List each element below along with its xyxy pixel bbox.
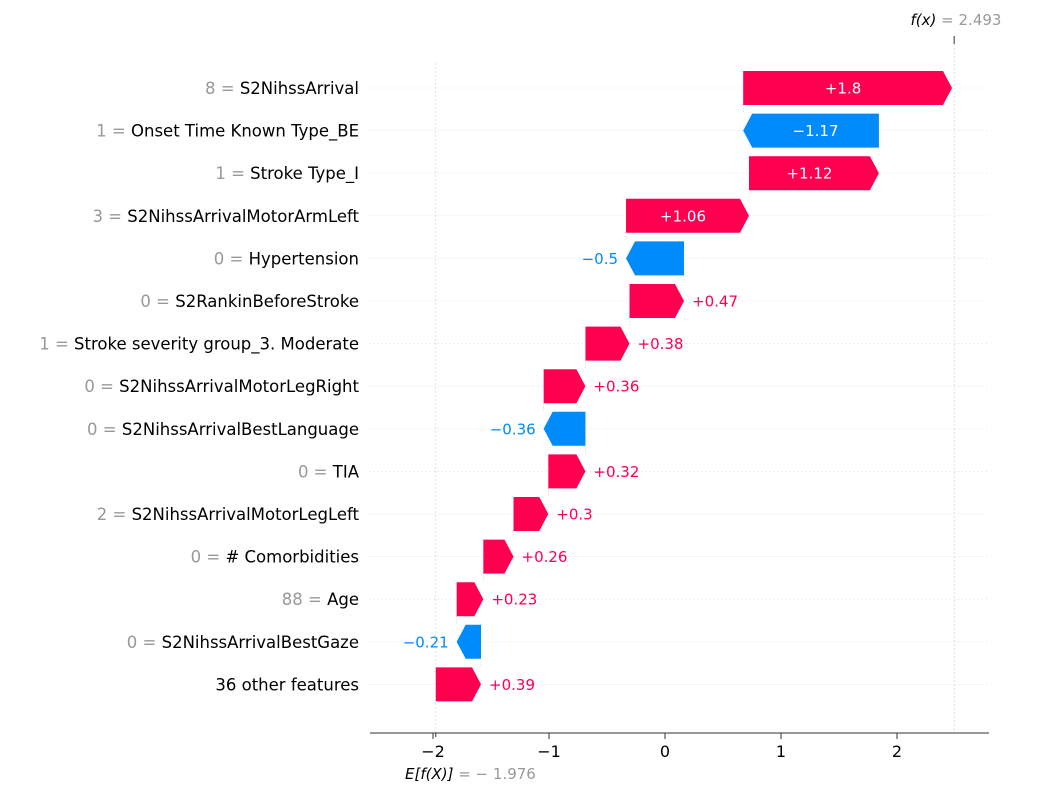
bar — [543, 411, 586, 446]
feature-label: 88 = Age — [282, 590, 359, 609]
feature-name: S2RankinBeforeStroke — [175, 292, 359, 311]
feature-labels: 8 = S2NihssArrival 1 = Onset Time Known T… — [39, 79, 360, 694]
feature-name: Onset Time Known Type_BE — [131, 122, 359, 142]
feature-label: 1 = Stroke severity group_3. Moderate — [39, 335, 359, 355]
feature-label: 0 = S2NihssArrivalBestLanguage — [87, 420, 359, 439]
efx-annotation: E[f(X)] = − 1.976 — [405, 765, 536, 783]
bar — [629, 284, 685, 318]
bars: +1.8 −1.17 +1.12 +1.06 −0.5 +0.47 +0.38 +0.36 −0… — [403, 71, 952, 702]
feature-label: 0 = S2NihssArrivalBestGaze — [127, 633, 359, 652]
x-tick-label: −2 — [421, 742, 445, 761]
bar-value-label: +0.23 — [491, 591, 537, 609]
bar-value-label: +0.38 — [638, 335, 684, 353]
bar — [743, 71, 952, 105]
bar — [626, 198, 749, 233]
bar-value-label: −0.36 — [490, 420, 536, 438]
feature-label: 0 = S2RankinBeforeStroke — [140, 292, 359, 311]
feature-value: 0 = — [214, 249, 249, 268]
feature-name: Hypertension — [249, 249, 359, 268]
x-tick-label: −1 — [537, 742, 561, 761]
bar-value-label: +1.12 — [786, 165, 832, 183]
feature-value: 0 = — [191, 548, 226, 567]
x-tick-label: 2 — [892, 742, 902, 761]
reference-lines — [435, 36, 955, 733]
feature-value: 0 = — [87, 420, 122, 439]
x-axis: −2 −1 0 1 2 — [370, 732, 989, 761]
feature-label: 1 = Stroke Type_I — [215, 164, 359, 184]
feature-label: 2 = S2NihssArrivalMotorLegLeft — [97, 505, 360, 524]
fx-eq: = — [936, 11, 958, 29]
efx-prefix: E[f(X)] — [405, 765, 454, 783]
feature-label: 0 = S2NihssArrivalMotorLegRight — [84, 377, 359, 396]
feature-name: S2NihssArrivalMotorLegRight — [119, 377, 359, 396]
fx-value: 2.493 — [959, 11, 1002, 29]
feature-value: 1 = — [96, 122, 131, 141]
feature-label: 36 other features — [215, 675, 359, 694]
efx-eq: = − — [453, 765, 492, 783]
fx-annotation: f(x) = 2.493 — [911, 11, 1002, 29]
bar-value-label: +0.36 — [593, 378, 639, 396]
feature-label: 3 = S2NihssArrivalMotorArmLeft — [92, 207, 359, 226]
feature-value: 1 = — [39, 335, 74, 354]
bar — [743, 113, 879, 148]
x-tick-label: 0 — [660, 742, 670, 761]
feature-value: 1 = — [215, 164, 250, 183]
bar — [513, 497, 549, 531]
feature-name: S2NihssArrival — [240, 79, 359, 98]
feature-name: S2NihssArrivalMotorLegLeft — [132, 505, 360, 524]
feature-value: 0 = — [298, 462, 333, 481]
feature-label: 0 = # Comorbidities — [191, 548, 359, 567]
feature-label: 8 = S2NihssArrival — [205, 79, 359, 98]
bar — [483, 539, 514, 574]
bar-value-label: −0.21 — [403, 633, 449, 651]
bar — [435, 667, 482, 702]
feature-name: TIA — [332, 462, 360, 481]
fx-prefix: f(x) — [911, 11, 937, 29]
bar-value-label: +0.3 — [556, 506, 592, 524]
feature-name: S2NihssArrivalBestGaze — [162, 633, 359, 652]
feature-label: 1 = Onset Time Known Type_BE — [96, 122, 359, 142]
bar-value-label: +0.47 — [692, 293, 738, 311]
feature-name: Stroke severity group_3. Moderate — [74, 335, 359, 355]
bar-value-label: +0.32 — [593, 463, 639, 481]
feature-value: 2 = — [97, 505, 132, 524]
bar-value-label: −0.5 — [582, 250, 618, 268]
bar-value-label: −1.17 — [793, 122, 839, 140]
feature-label: 0 = TIA — [298, 462, 360, 481]
feature-value: 8 = — [205, 79, 240, 98]
feature-value: 0 = — [127, 633, 162, 652]
x-tick-label: 1 — [776, 742, 786, 761]
feature-name: Stroke Type_I — [250, 164, 359, 184]
bar — [748, 156, 879, 191]
bar — [543, 369, 586, 404]
feature-name: 36 other features — [215, 675, 359, 694]
bar-value-label: +0.39 — [489, 676, 535, 694]
feature-value: 0 = — [140, 292, 175, 311]
bar — [626, 241, 685, 276]
bar — [585, 326, 630, 361]
bar-value-label: +1.06 — [660, 207, 706, 225]
feature-value: 88 = — [282, 590, 327, 609]
feature-value: 0 = — [84, 377, 119, 396]
feature-name: S2NihssArrivalMotorArmLeft — [127, 207, 359, 226]
bar — [456, 624, 482, 659]
feature-value: 3 = — [92, 207, 127, 226]
bar-value-label: +1.8 — [825, 80, 861, 98]
bar-value-label: +0.26 — [522, 548, 568, 566]
feature-name: S2NihssArrivalBestLanguage — [122, 420, 359, 439]
bar — [456, 582, 484, 617]
bar — [548, 454, 586, 489]
feature-name: # Comorbidities — [225, 548, 359, 567]
feature-name: Age — [327, 590, 359, 609]
feature-label: 0 = Hypertension — [214, 249, 359, 268]
efx-value: 1.976 — [493, 765, 536, 783]
